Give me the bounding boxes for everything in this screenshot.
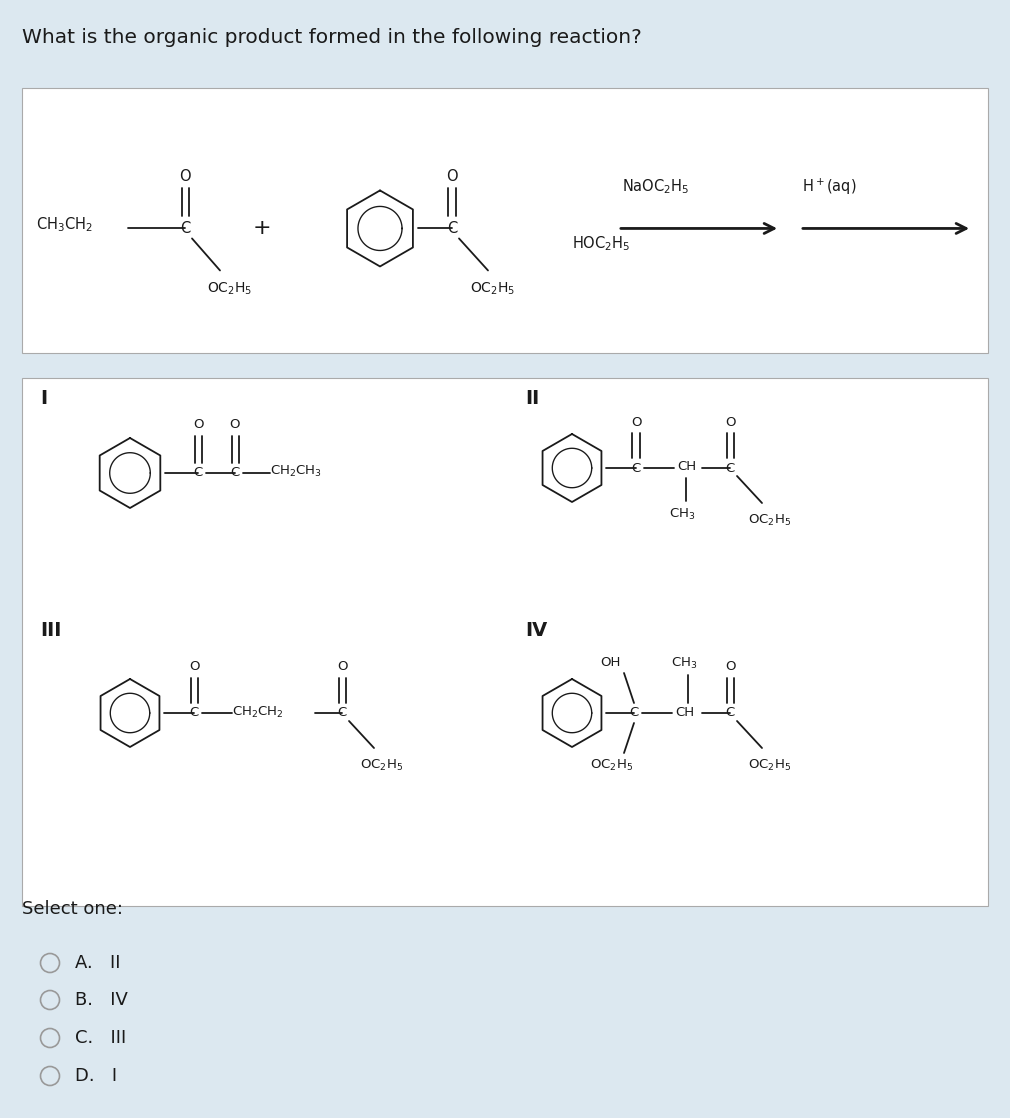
Text: O: O [725,416,735,428]
Text: OH: OH [600,656,620,670]
Text: O: O [631,416,641,428]
Text: O: O [229,418,240,432]
Text: O: O [179,169,191,184]
Text: $\mathsf{CH_2CH_3}$: $\mathsf{CH_2CH_3}$ [270,464,322,479]
Text: D.   I: D. I [75,1067,117,1084]
Text: O: O [446,169,458,184]
Text: O: O [336,661,347,673]
Text: $\mathsf{OC_2H_5}$: $\mathsf{OC_2H_5}$ [748,758,791,773]
Text: $\mathsf{CH_2CH_2}$: $\mathsf{CH_2CH_2}$ [232,704,284,720]
Text: C: C [446,221,458,236]
Text: C: C [725,462,734,474]
Text: $\mathsf{NaOC_2H_5}$: $\mathsf{NaOC_2H_5}$ [622,177,690,196]
Text: IV: IV [525,620,547,639]
Text: A.   II: A. II [75,954,120,972]
Text: C.   III: C. III [75,1029,126,1046]
Text: $\mathsf{H^+(aq)}$: $\mathsf{H^+(aq)}$ [802,177,856,197]
Text: What is the organic product formed in the following reaction?: What is the organic product formed in th… [22,28,641,47]
Text: C: C [190,707,199,720]
Text: $\mathsf{HOC_2H_5}$: $\mathsf{HOC_2H_5}$ [572,234,630,253]
Text: $\mathsf{OC_2H_5}$: $\mathsf{OC_2H_5}$ [748,512,791,528]
Text: C: C [629,707,638,720]
Text: C: C [193,466,203,480]
Text: II: II [525,388,539,407]
Text: $\mathsf{OC_2H_5}$: $\mathsf{OC_2H_5}$ [590,758,633,773]
Text: C: C [337,707,346,720]
Text: $\mathsf{OC_2H_5}$: $\mathsf{OC_2H_5}$ [207,281,252,296]
Text: O: O [725,661,735,673]
Text: $\mathsf{OC_2H_5}$: $\mathsf{OC_2H_5}$ [470,281,515,296]
Text: CH: CH [677,461,696,474]
Text: O: O [193,418,203,432]
Text: C: C [230,466,239,480]
Text: $\mathsf{CH_3}$: $\mathsf{CH_3}$ [669,506,695,522]
Bar [22,378,988,906]
Text: +: + [252,218,272,238]
Bar [22,88,988,353]
Text: Select one:: Select one: [22,900,123,918]
Text: O: O [189,661,199,673]
Text: B.   IV: B. IV [75,991,128,1010]
Text: $\mathsf{OC_2H_5}$: $\mathsf{OC_2H_5}$ [360,758,403,773]
Text: $\mathsf{CH_3}$: $\mathsf{CH_3}$ [671,655,697,671]
Text: C: C [631,462,640,474]
Text: $\mathsf{CH_3CH_2}$: $\mathsf{CH_3CH_2}$ [36,215,93,234]
Text: C: C [180,221,190,236]
Text: III: III [40,620,62,639]
Text: C: C [725,707,734,720]
Text: I: I [40,388,47,407]
Text: CH: CH [675,705,694,719]
